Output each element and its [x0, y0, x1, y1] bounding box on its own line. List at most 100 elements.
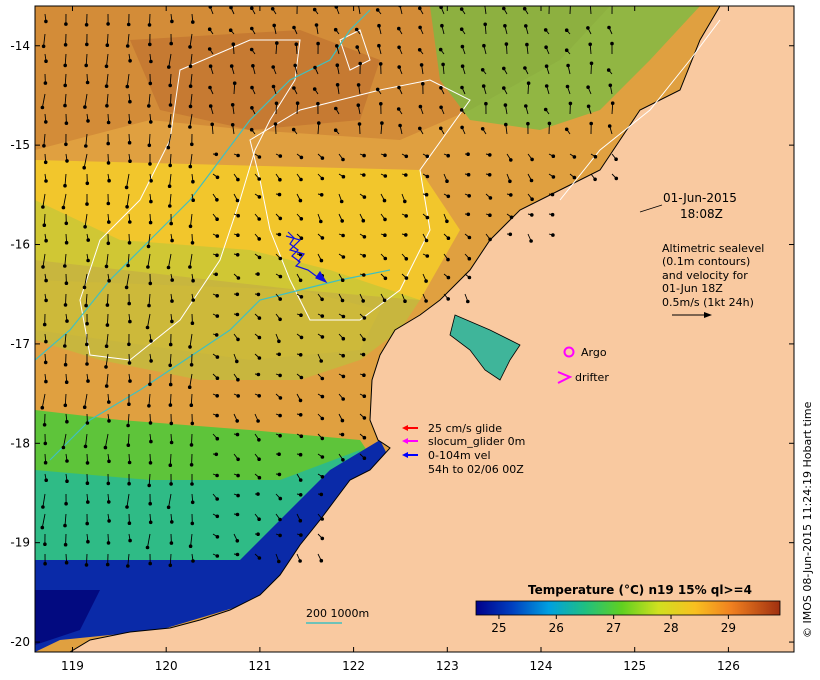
- velocity-arrow-head: [460, 85, 464, 90]
- velocity-arrow-head: [125, 205, 129, 209]
- velocity-arrow-head: [340, 219, 345, 223]
- velocity-arrow-head: [126, 423, 130, 428]
- altimetry-contours: [79, 19, 721, 361]
- velocity-arrow-head: [441, 62, 445, 67]
- velocity-arrow: [169, 393, 172, 406]
- velocity-arrow-head: [65, 459, 69, 463]
- colorbar-tick-label: 26: [549, 621, 564, 635]
- velocity-arrow-head: [257, 237, 262, 241]
- lon-tick-label: 120: [155, 659, 178, 673]
- velocity-arrow-head: [106, 161, 111, 165]
- velocity-arrow-head: [250, 26, 254, 31]
- velocity-arrow-head: [43, 542, 47, 547]
- velocity-arrow-head: [589, 3, 592, 6]
- velocity-arrow-head: [188, 64, 193, 69]
- velocity-arrow: [148, 93, 151, 106]
- velocity-arrow: [42, 193, 46, 208]
- velocity-arrow-head: [314, 23, 319, 27]
- velocity-arrow-head: [298, 413, 303, 417]
- velocity-arrow-head: [189, 443, 194, 447]
- velocity-arrow: [127, 433, 130, 446]
- isobath-label: 200 1000m: [306, 607, 369, 620]
- velocity-arrow-head: [85, 42, 89, 47]
- velocity-arrow-head: [148, 162, 152, 166]
- velocity-arrow: [380, 123, 383, 135]
- velocity-arrow-head: [127, 402, 131, 407]
- lat-tick-label: -15: [10, 138, 30, 152]
- velocity-arrow-head: [235, 292, 240, 297]
- velocity-arrow-head: [610, 41, 614, 46]
- isobath-200m: [35, 9, 371, 361]
- velocity-arrow-head: [42, 144, 46, 148]
- velocity-arrow-head: [362, 394, 367, 399]
- legend-vel-label: 0-104m vel: [428, 449, 491, 462]
- velocity-arrow-head: [320, 156, 325, 160]
- velocity-arrow: [148, 133, 151, 146]
- velocity-arrow-head: [547, 121, 552, 126]
- velocity-arrow: [127, 413, 130, 426]
- velocity-arrow-head: [397, 65, 402, 69]
- velocity-arrow-head: [249, 127, 254, 132]
- velocity-arrow-head: [335, 63, 340, 67]
- velocity-arrow: [42, 493, 46, 508]
- velocity-arrow-head: [250, 6, 254, 10]
- velocity-arrow-head: [42, 223, 47, 227]
- velocity-arrow-head: [379, 102, 383, 106]
- colorbar-title: Temperature (°C) n19 15% ql>=4: [528, 583, 752, 597]
- velocity-arrow-head: [425, 254, 430, 258]
- velocity-arrow-head: [168, 382, 173, 387]
- velocity-arrow-head: [488, 153, 492, 157]
- velocity-arrow-head: [341, 157, 345, 162]
- velocity-arrow-head: [44, 19, 48, 24]
- velocity-arrow-head: [188, 265, 192, 269]
- colorbar-ticks: 25 26 27 28 29: [491, 615, 736, 635]
- velocity-arrow-head: [524, 104, 528, 108]
- velocity-arrow-head: [319, 258, 324, 263]
- velocity-arrow-head: [236, 473, 240, 478]
- velocity-arrow-head: [128, 538, 132, 543]
- velocity-arrow-head: [320, 436, 325, 441]
- lon-tick-label: 126: [717, 659, 740, 673]
- lon-tick-label: 121: [248, 659, 271, 673]
- velocity-arrow-head: [251, 64, 255, 68]
- velocity-arrow-head: [333, 27, 338, 32]
- velocity-arrow: [41, 93, 46, 108]
- velocity-arrow-head: [278, 517, 282, 522]
- velocity-arrow-head: [126, 564, 130, 568]
- velocity-arrow-head: [191, 179, 195, 184]
- velocity-arrow-head: [188, 84, 193, 88]
- velocity-arrow-head: [148, 520, 153, 525]
- velocity-arrow-head: [299, 313, 303, 318]
- velocity-arrow-head: [277, 452, 281, 457]
- velocity-arrow: [104, 433, 109, 448]
- velocity-arrow-head: [362, 435, 367, 440]
- velocity-arrow-head: [299, 236, 304, 240]
- velocity-arrow-head: [128, 99, 132, 104]
- velocity-arrow-head: [170, 238, 174, 243]
- velocity-arrow-head: [236, 377, 240, 382]
- velocity-arrow-head: [257, 177, 262, 181]
- velocity-arrow-head: [277, 559, 281, 564]
- velocity-arrow-head: [377, 23, 381, 28]
- velocity-arrow: [42, 253, 46, 267]
- velocity-arrow-head: [43, 460, 48, 465]
- velocity-arrow-head: [106, 541, 111, 545]
- velocity-arrow-head: [320, 335, 325, 339]
- velocity-arrow-head: [320, 236, 325, 240]
- velocity-arrow-head: [320, 517, 325, 521]
- velocity-arrow-head: [439, 6, 443, 9]
- velocity-arrow-head: [64, 560, 69, 565]
- velocity-arrow-head: [375, 8, 380, 12]
- velocity-arrow: [169, 153, 172, 166]
- velocity-arrow-head: [61, 205, 66, 210]
- velocity-arrow-head: [502, 66, 506, 71]
- velocity-arrow-head: [526, 121, 530, 126]
- velocity-arrow-head: [425, 154, 430, 159]
- velocity-arrow-head: [85, 321, 89, 326]
- velocity-arrow-head: [611, 2, 614, 5]
- velocity-arrow-head: [277, 192, 282, 197]
- velocity-arrow: [148, 233, 151, 247]
- colorbar-gradient: [475, 600, 781, 616]
- velocity-arrow-head: [298, 478, 303, 482]
- velocity-arrow-head: [341, 174, 346, 179]
